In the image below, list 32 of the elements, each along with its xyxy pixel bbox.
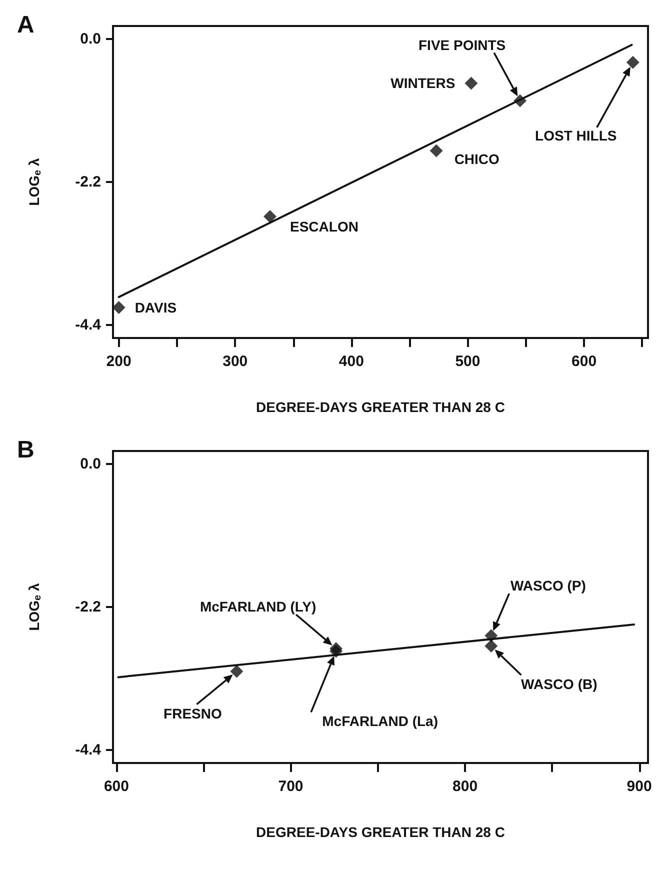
annotation: WASCO (P) [510, 578, 586, 594]
annotation: McFARLAND (LY) [200, 598, 316, 615]
x-tick-label: 400 [338, 353, 364, 370]
annotation: McFARLAND (La) [322, 713, 438, 730]
x-tick-label: 500 [455, 353, 480, 370]
annotation: DAVIS [134, 299, 177, 316]
annotation: ESCALON [290, 218, 358, 234]
annotation: FIVE POINTS [418, 36, 506, 53]
x-axis-title: DEGREE-DAYS GREATER THAN 28 C [256, 399, 505, 415]
annotation: FRESNO [164, 705, 222, 722]
x-tick-label: 200 [106, 353, 132, 370]
x-axis-title: DEGREE-DAYS GREATER THAN 28 C [256, 824, 505, 840]
y-tick-label: -2.2 [75, 174, 101, 190]
x-tick-label: 800 [452, 778, 478, 795]
y-tick-label: 0.0 [80, 30, 101, 48]
annotation: WASCO (B) [521, 676, 598, 692]
chart-title: B [17, 436, 34, 464]
y-tick-label: -2.2 [75, 598, 101, 616]
chart-title: A [17, 12, 34, 38]
y-axis-title: LOGe λ [26, 158, 44, 206]
y-tick-label: -4.4 [75, 316, 102, 334]
x-tick-label: 600 [104, 778, 129, 795]
annotation: LOST HILLS [535, 127, 617, 144]
y-axis-title: LOGe λ [26, 583, 44, 631]
y-tick-label: 0.0 [80, 456, 101, 472]
annotation: WINTERS [390, 75, 456, 92]
x-tick-label: 600 [572, 353, 597, 370]
annotation: CHICO [454, 150, 500, 167]
x-tick-label: 700 [278, 778, 304, 795]
x-tick-label: 900 [626, 778, 652, 795]
x-tick-label: 300 [222, 353, 248, 370]
y-tick-label: -4.4 [75, 742, 102, 758]
